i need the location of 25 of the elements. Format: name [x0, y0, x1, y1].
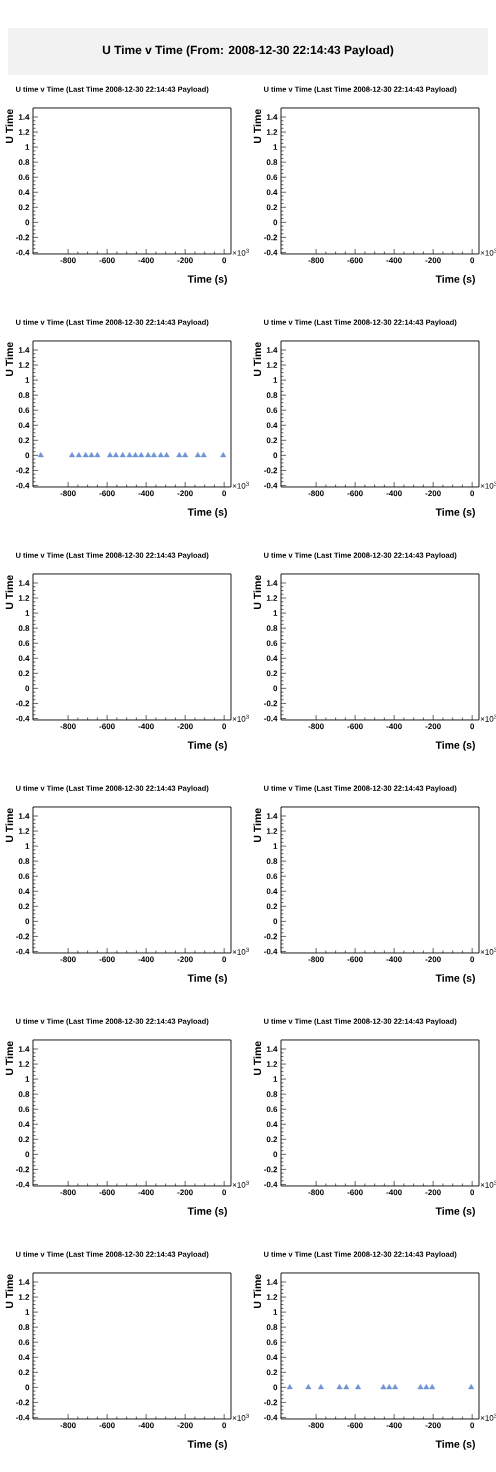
x-axis-title: Time (s): [435, 974, 475, 984]
y-axis-title: U Time: [5, 1274, 14, 1308]
y-axis-title: U Time: [253, 342, 262, 376]
y-axis-title: U Time: [253, 808, 262, 842]
y-axis-title: U Time: [253, 1274, 262, 1308]
x-axis-title: Time (s): [187, 974, 227, 984]
x-axis-title: Time (s): [435, 1440, 475, 1450]
y-axis-title: U Time: [5, 109, 14, 143]
x-axis-title: Time (s): [187, 1207, 227, 1217]
y-axis-title: U Time: [253, 575, 262, 609]
x-axis-title: Time (s): [187, 508, 227, 518]
x-axis-title: Time (s): [435, 275, 475, 285]
x-axis-title: Time (s): [187, 1440, 227, 1450]
y-axis-title: U Time: [253, 1041, 262, 1075]
y-axis-title: U Time: [5, 808, 14, 842]
x-axis-title: Time (s): [435, 741, 475, 751]
y-axis-title: U Time: [5, 575, 14, 609]
y-axis-title: U Time: [5, 1041, 14, 1075]
x-axis-title: Time (s): [435, 1207, 475, 1217]
y-axis-title: U Time: [5, 342, 14, 376]
x-axis-title: Time (s): [187, 741, 227, 751]
y-axis-title: U Time: [253, 109, 262, 143]
x-axis-title: Time (s): [435, 508, 475, 518]
x-axis-title: Time (s): [187, 275, 227, 285]
text: U Time v Time (From: 2008-12-30 22:14:43 Payload): [102, 45, 394, 57]
